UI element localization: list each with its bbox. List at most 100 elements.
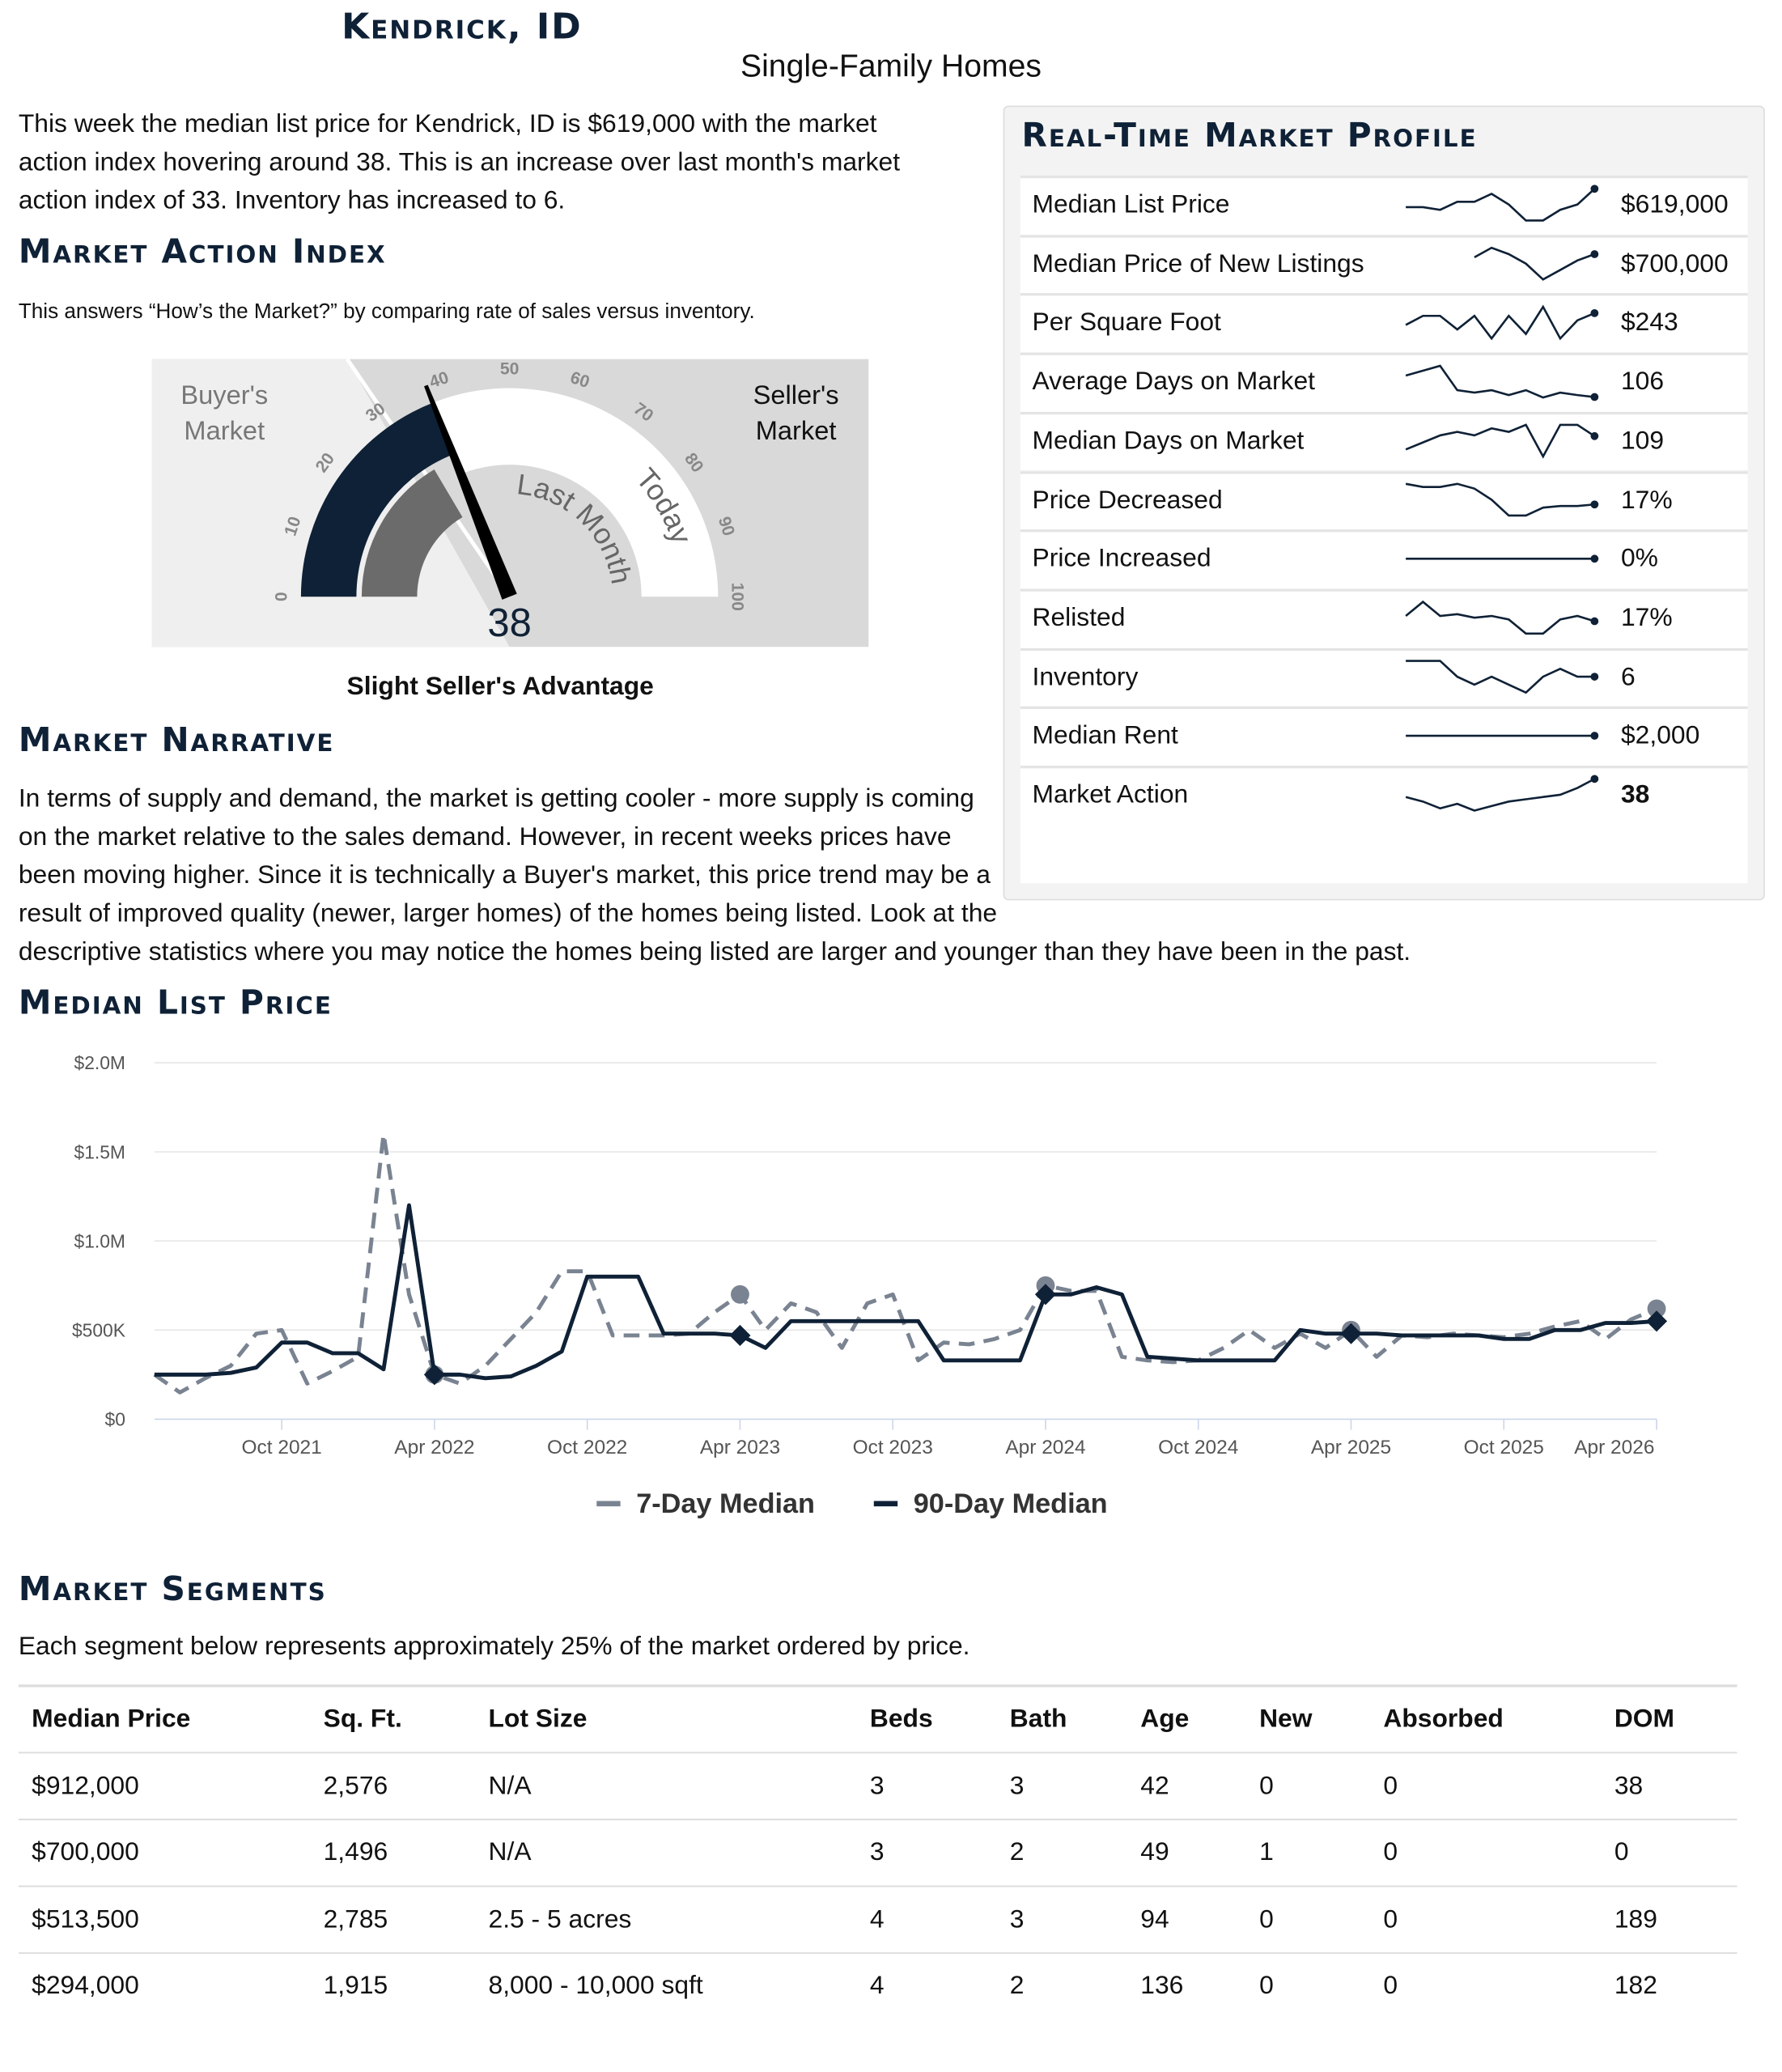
profile-row <box>1020 707 1748 766</box>
last-month-band <box>361 469 463 597</box>
table-header: Absorbed <box>1383 1704 1504 1734</box>
sparkline <box>1405 600 1595 635</box>
table-header: DOM <box>1614 1704 1675 1734</box>
point-marker <box>423 1364 445 1386</box>
table-cell: $294,000 <box>32 1971 139 2001</box>
profile-value: 6 <box>1620 662 1636 692</box>
table-cell: 42 <box>1140 1771 1169 1801</box>
x-tick-label: Apr 2025 <box>1311 1437 1391 1458</box>
sparkline <box>1405 423 1596 459</box>
legend-label[interactable]: 7-Day Median <box>636 1488 815 1519</box>
x-tick-label: Oct 2021 <box>242 1437 322 1458</box>
sparkline <box>1405 482 1595 517</box>
profile-label: Price Increased <box>1032 544 1211 574</box>
x-tick-label: Oct 2024 <box>1158 1437 1238 1458</box>
table-cell: 0 <box>1614 1837 1629 1867</box>
profile-label: Average Days on Market <box>1032 367 1315 397</box>
section-description: This answers “How’s the Market?” by comp… <box>18 300 755 324</box>
table-header: Sq. Ft. <box>323 1704 402 1734</box>
profile-value: $2,000 <box>1620 721 1700 750</box>
table-cell: 136 <box>1140 1971 1184 2001</box>
intro-text: This week the median list price for Kend… <box>18 109 901 215</box>
profile-value: $700,000 <box>1620 248 1729 278</box>
table-cell: 2,785 <box>323 1904 388 1934</box>
profile-row <box>1020 529 1748 589</box>
point-marker <box>731 1284 749 1304</box>
narrative-text: In terms of supply and demand, the marke… <box>18 783 1411 966</box>
gauge-tick-label: 100 <box>728 583 747 611</box>
buyers-label: Buyer's Market <box>180 381 269 447</box>
table-cell: 1,496 <box>323 1837 388 1867</box>
sparkline <box>1405 304 1595 341</box>
table-cell: 0 <box>1259 1971 1274 2001</box>
table-cell: 4 <box>869 1971 885 2001</box>
legend-label[interactable]: 90-Day Median <box>914 1488 1108 1519</box>
section-heading: Market Narrative <box>18 720 335 759</box>
table-header: Age <box>1140 1704 1190 1734</box>
table-header: New <box>1259 1704 1313 1734</box>
profile-value: 17% <box>1620 603 1673 633</box>
series-line <box>153 1132 1657 1395</box>
x-tick-label: Oct 2025 <box>1464 1437 1544 1458</box>
table-cell: 0 <box>1383 1771 1398 1801</box>
table-cell: 0 <box>1383 1971 1398 2001</box>
table-header: Lot Size <box>488 1704 588 1734</box>
profile-label: Market Action <box>1032 779 1189 809</box>
narrative: In terms of supply and demand, the marke… <box>19 780 1763 972</box>
table-cell: 182 <box>1614 1971 1657 2001</box>
gauge-caption: Slight Seller's Advantage <box>346 672 654 702</box>
table-cell: 94 <box>1140 1904 1169 1934</box>
table-header: Bath <box>1009 1704 1067 1734</box>
today-track <box>432 388 719 597</box>
profile-row <box>1020 352 1748 412</box>
x-tick-label: Apr 2023 <box>700 1437 780 1458</box>
y-tick-label: $0 <box>105 1409 125 1430</box>
profile-footer <box>1020 825 1748 884</box>
table-cell: 1,915 <box>323 1971 388 2001</box>
y-tick-label: $500K <box>72 1319 125 1340</box>
table-cell: 2 <box>1009 1837 1025 1867</box>
sparkline-end <box>1590 431 1599 440</box>
table-cell: $513,500 <box>32 1904 139 1934</box>
sparkline <box>1406 660 1595 694</box>
sparkline-end <box>1590 673 1599 681</box>
profile-label: Median Rent <box>1032 721 1178 750</box>
series-line <box>154 1203 1657 1381</box>
table-cell: 3 <box>1009 1771 1025 1801</box>
table-cell: 3 <box>869 1837 885 1867</box>
x-tick-label: Apr 2022 <box>394 1437 474 1458</box>
table-cell: 0 <box>1383 1904 1398 1934</box>
table-cell: 49 <box>1140 1837 1169 1867</box>
gauge-value: 38 <box>487 601 531 645</box>
today-band <box>300 402 453 597</box>
profile-label: Median Days on Market <box>1032 426 1305 456</box>
table-cell: 2.5 - 5 acres <box>488 1904 632 1934</box>
profile-value: 17% <box>1620 485 1673 515</box>
x-tick-label: Oct 2023 <box>853 1437 933 1458</box>
table-cell: N/A <box>488 1837 532 1867</box>
profile-label: Median List Price <box>1032 189 1230 219</box>
profile-row <box>1020 175 1748 235</box>
sparkline <box>1406 188 1596 222</box>
x-tick-label: Oct 2022 <box>547 1437 627 1458</box>
sparkline <box>1405 364 1595 399</box>
table-cell: 8,000 - 10,000 sqft <box>488 1971 703 2001</box>
sparkline-end <box>1590 500 1599 509</box>
table-cell: 1 <box>1259 1837 1274 1867</box>
profile-value: 38 <box>1620 779 1650 809</box>
sparkline-end <box>1590 554 1599 563</box>
profile-value: 109 <box>1620 426 1665 456</box>
sparkline <box>1405 778 1595 812</box>
profile-value: 106 <box>1620 367 1665 397</box>
sparkline-end <box>1590 775 1599 783</box>
table-cell: 2,576 <box>323 1771 388 1801</box>
section-description: Each segment below represents approximat… <box>18 1632 970 1661</box>
profile-label: Relisted <box>1032 603 1126 633</box>
table-cell: 4 <box>869 1904 885 1934</box>
table-cell: 0 <box>1259 1904 1274 1934</box>
table-cell: 0 <box>1383 1837 1398 1867</box>
table-cell: $912,000 <box>32 1771 139 1801</box>
